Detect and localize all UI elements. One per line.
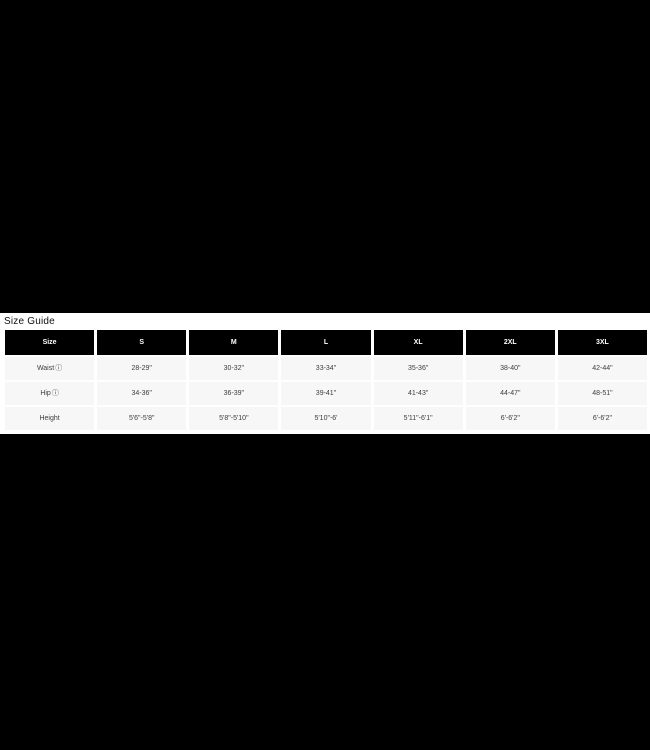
- measurement-cell-hip-3xl: 48-51": [557, 382, 647, 405]
- size-column-header: Size: [5, 330, 95, 355]
- measurement-cell-height-l: 5'10"-6': [281, 407, 371, 430]
- size-header-m: M: [189, 330, 279, 355]
- measurement-cell-hip-l: 39-41": [281, 382, 371, 405]
- row-label-text: Height: [39, 415, 60, 422]
- row-label-height: Height: [5, 407, 95, 430]
- size-header-2xl: 2XL: [465, 330, 555, 355]
- measurement-cell-waist-s: 28-29": [97, 357, 187, 380]
- measurement-cell-waist-2xl: 38-40": [465, 357, 555, 380]
- row-label-text: Waist: [36, 365, 55, 372]
- measurement-cell-waist-l: 33-34": [281, 357, 371, 380]
- measurement-cell-height-m: 5'8"-5'10": [189, 407, 279, 430]
- measurement-cell-height-xl: 5'11"-6'1": [373, 407, 463, 430]
- size-header-3xl: 3XL: [557, 330, 647, 355]
- top-black-region: [0, 0, 650, 313]
- measurement-cell-height-s: 5'6"-5'8": [97, 407, 187, 430]
- info-icon[interactable]: ⓘ: [51, 390, 59, 397]
- row-label-hip: Hip ⓘ: [5, 382, 95, 405]
- size-guide-panel: Size Guide Size S M L XL 2XL 3XL Waist ⓘ 28-29" 30…: [0, 313, 650, 434]
- row-label-waist: Waist ⓘ: [5, 357, 95, 380]
- measurement-cell-hip-2xl: 44-47": [465, 382, 555, 405]
- bottom-black-region: [0, 434, 650, 750]
- measurement-cell-hip-xl: 41-43": [373, 382, 463, 405]
- measurement-cell-height-3xl: 6'-6'2": [557, 407, 647, 430]
- measurement-cell-height-2xl: 6'-6'2": [465, 407, 555, 430]
- size-header-xl: XL: [373, 330, 463, 355]
- measurement-cell-waist-m: 30-32": [189, 357, 279, 380]
- measurement-cell-waist-xl: 35-36": [373, 357, 463, 380]
- measurement-cell-hip-m: 36-39": [189, 382, 279, 405]
- size-guide-title: Size Guide: [4, 316, 55, 327]
- measurement-cell-waist-3xl: 42-44": [557, 357, 647, 380]
- size-header-s: S: [97, 330, 187, 355]
- row-label-text: Hip: [40, 390, 51, 397]
- info-icon[interactable]: ⓘ: [55, 365, 63, 372]
- size-header-l: L: [281, 330, 371, 355]
- size-table: Size S M L XL 2XL 3XL Waist ⓘ 28-29" 30-32" 33-34" 3…: [5, 330, 647, 430]
- measurement-cell-hip-s: 34-36": [97, 382, 187, 405]
